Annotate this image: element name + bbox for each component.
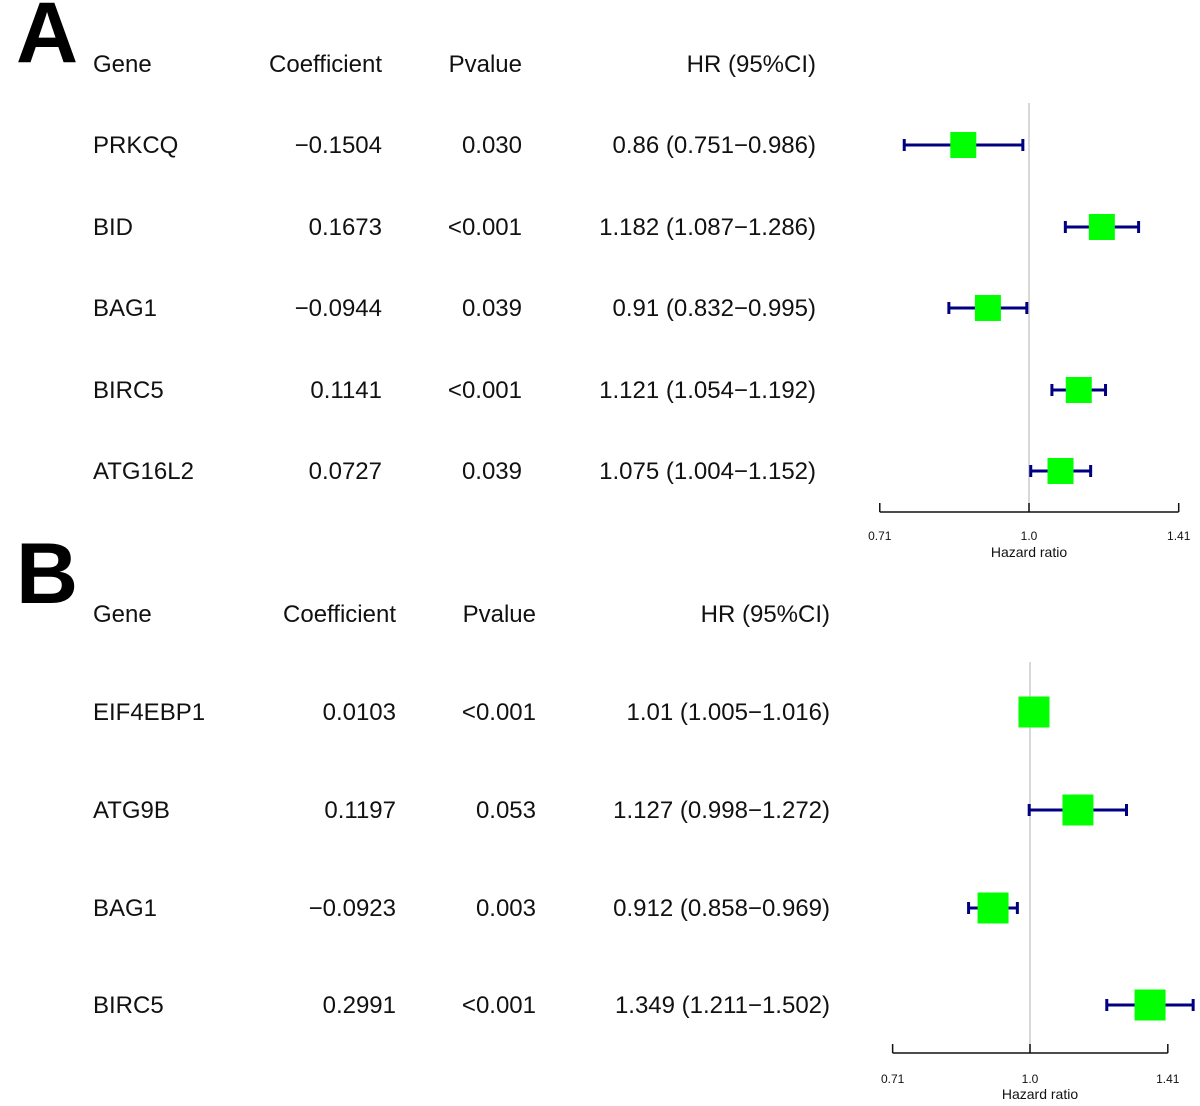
x-tick-label: 1.41 (1156, 1072, 1180, 1086)
column-header: HR (95%CI) (687, 51, 816, 78)
x-tick-label: 0.71 (881, 1072, 905, 1086)
cell-pvalue: 0.030 (462, 132, 522, 159)
table-row: BIRC5 0.1141 <0.001 1.121 (1.054−1.192) (93, 377, 1108, 404)
panel-label: A (16, 0, 78, 81)
cell-hr-text: 0.86 (0.751−0.986) (613, 132, 817, 159)
table-row: BIRC5 0.2991 <0.001 1.349 (1.211−1.502) (93, 989, 1195, 1021)
column-header: Coefficient (283, 601, 396, 628)
hr-box (977, 892, 1009, 924)
cell-coefficient: −0.0923 (309, 895, 396, 922)
x-tick-label: 0.71 (868, 529, 892, 543)
x-axis-label: Hazard ratio (991, 544, 1067, 560)
hr-box (1062, 794, 1094, 826)
x-tick-label: 1.0 (1022, 1072, 1039, 1086)
panel-a: A Gene Coefficient Pvalue HR (95%CI) PRKCQ −0.… (16, 0, 1191, 560)
cell-gene: EIF4EBP1 (93, 699, 205, 726)
cell-gene: PRKCQ (93, 132, 178, 159)
cell-coefficient: 0.0727 (309, 458, 382, 485)
cell-pvalue: <0.001 (448, 377, 522, 404)
cell-hr-text: 1.182 (1.087−1.286) (599, 214, 816, 241)
hr-box (1088, 214, 1115, 240)
cell-gene: BAG1 (93, 895, 157, 922)
column-header: Coefficient (269, 51, 382, 78)
table-row: ATG9B 0.1197 0.053 1.127 (0.998−1.272) (93, 794, 1128, 826)
cell-coefficient: 0.1197 (324, 797, 396, 824)
hr-box (1065, 377, 1092, 403)
cell-pvalue: 0.003 (476, 895, 536, 922)
cell-gene: BID (93, 214, 133, 241)
table-row: BID 0.1673 <0.001 1.182 (1.087−1.286) (93, 214, 1141, 241)
table-row: BAG1 −0.0923 0.003 0.912 (0.858−0.969) (93, 892, 1019, 924)
cell-pvalue: <0.001 (448, 214, 522, 241)
hr-box (950, 132, 977, 158)
cell-gene: BIRC5 (93, 992, 164, 1019)
hr-box (1018, 696, 1050, 728)
table-row: ATG16L2 0.0727 0.039 1.075 (1.004−1.152) (93, 458, 1093, 485)
cell-hr-text: 1.075 (1.004−1.152) (599, 458, 816, 485)
cell-coefficient: −0.1504 (295, 132, 382, 159)
table-row: PRKCQ −0.1504 0.030 0.86 (0.751−0.986) (93, 132, 1025, 159)
cell-hr-text: 1.121 (1.054−1.192) (599, 377, 816, 404)
column-header: HR (95%CI) (701, 601, 830, 628)
panel-b: B Gene Coefficient Pvalue HR (95%CI) EIF4EBP1… (16, 526, 1195, 1102)
cell-pvalue: 0.039 (462, 295, 522, 322)
cell-coefficient: 0.2991 (323, 992, 396, 1019)
cell-pvalue: 0.039 (462, 458, 522, 485)
hr-box (1047, 458, 1074, 484)
cell-hr-text: 1.01 (1.005−1.016) (627, 699, 831, 726)
hr-box (974, 295, 1001, 321)
hr-box (1134, 989, 1166, 1021)
cell-coefficient: 0.1141 (310, 377, 382, 404)
cell-gene: ATG16L2 (93, 458, 194, 485)
cell-coefficient: 0.1673 (309, 214, 382, 241)
cell-coefficient: −0.0944 (295, 295, 382, 322)
x-tick-label: 1.41 (1167, 529, 1191, 543)
x-tick-label: 1.0 (1021, 529, 1038, 543)
cell-pvalue: <0.001 (462, 699, 536, 726)
cell-hr-text: 0.91 (0.832−0.995) (613, 295, 817, 322)
cell-gene: BIRC5 (93, 377, 164, 404)
column-header: Pvalue (463, 601, 536, 628)
column-header: Gene (93, 51, 152, 78)
cell-gene: ATG9B (93, 797, 170, 824)
cell-gene: BAG1 (93, 295, 157, 322)
table-row: EIF4EBP1 0.0103 <0.001 1.01 (1.005−1.016) (93, 696, 1050, 728)
cell-hr-text: 0.912 (0.858−0.969) (613, 895, 830, 922)
table-row: BAG1 −0.0944 0.039 0.91 (0.832−0.995) (93, 295, 1029, 322)
cell-pvalue: <0.001 (462, 992, 536, 1019)
cell-coefficient: 0.0103 (323, 699, 396, 726)
column-header: Gene (93, 601, 152, 628)
column-header: Pvalue (449, 51, 522, 78)
panel-label: B (16, 526, 78, 622)
cell-hr-text: 1.127 (0.998−1.272) (613, 797, 830, 824)
cell-pvalue: 0.053 (476, 797, 536, 824)
cell-hr-text: 1.349 (1.211−1.502) (615, 992, 830, 1019)
x-axis-label: Hazard ratio (1002, 1086, 1078, 1102)
